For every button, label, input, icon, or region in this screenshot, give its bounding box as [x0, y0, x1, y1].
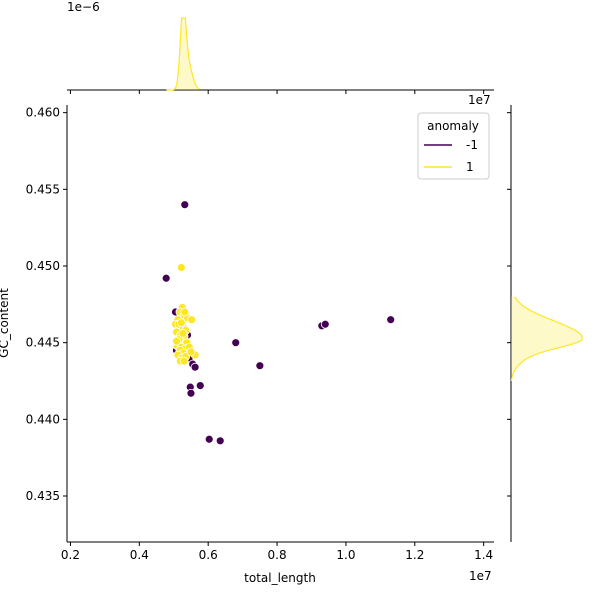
scatter-point-normal	[176, 263, 186, 272]
main-plot: 0.2 0.4 0.6 0.8 1.0 1.2 1.4 0.4350.4400.4450.4…	[0, 105, 494, 585]
scatter-point-anomaly	[255, 361, 265, 371]
right-marginal-kde-fill	[511, 296, 582, 381]
y-tick-label: 0.445	[26, 336, 60, 350]
y-axis-ticks: 0.435 0.440 0.445 0.450 0.455 0.460	[26, 106, 67, 503]
x-tick-label: 1.0	[336, 548, 355, 562]
scatter-points	[161, 200, 396, 446]
y-tick-label: 0.435	[26, 489, 60, 503]
y-tick-label: 0.460	[26, 106, 60, 120]
scatter-point-normal	[172, 336, 181, 346]
right-marginal-kde-line	[510, 296, 583, 382]
right-marginal-plot: 1e7	[468, 93, 583, 542]
x-tick-label: 1.2	[405, 548, 424, 562]
y-axis-title: GC_content	[0, 288, 11, 358]
scatter-point-anomaly	[195, 381, 205, 391]
scatter-point-normal	[178, 329, 188, 338]
scatter-point-normal	[187, 315, 197, 325]
x-axis-ticks: 0.2 0.4 0.6 0.8 1.0 1.2 1.4	[61, 542, 493, 562]
x-axis-title: total_length	[244, 571, 316, 585]
top-marginal-kde-line	[166, 17, 200, 91]
top-marginal-offset-text: 1e−6	[67, 0, 100, 14]
legend-label: 1	[466, 160, 474, 174]
x-tick-label: 0.8	[268, 548, 287, 562]
scatter-point-normal	[186, 347, 196, 357]
top-marginal-kde-fill	[166, 18, 200, 90]
x-tick-label: 0.4	[130, 548, 149, 562]
top-marginal-ticks	[69, 90, 485, 94]
y-tick-label: 0.440	[26, 412, 60, 426]
x-axis-offset-text: 1e7	[469, 569, 492, 583]
right-marginal-offset-text: 1e7	[468, 93, 491, 107]
right-marginal-ticks	[507, 112, 511, 497]
scatter-point-anomaly	[180, 200, 190, 210]
scatter-point-normal	[180, 307, 190, 317]
legend-frame	[417, 112, 490, 180]
scatter-point-anomaly	[161, 273, 171, 283]
legend-title: anomaly	[427, 119, 479, 133]
top-marginal-plot: 1e−6	[67, 0, 494, 94]
y-tick-label: 0.450	[26, 259, 60, 273]
scatter-point-anomaly	[231, 338, 241, 348]
legend-entries: -1 1	[424, 138, 478, 174]
scatter-point-anomaly	[186, 388, 196, 398]
scatter-point-anomaly	[190, 362, 200, 372]
scatter-point-anomaly	[386, 315, 396, 325]
scatter-point-anomaly	[320, 319, 330, 329]
y-tick-label: 0.455	[26, 182, 60, 196]
x-tick-label: 0.2	[61, 548, 80, 562]
x-tick-label: 1.4	[474, 548, 493, 562]
x-tick-label: 0.6	[199, 548, 218, 562]
scatter-point-anomaly	[204, 434, 214, 444]
scatter-point-anomaly	[215, 436, 225, 446]
scatter-point-normal	[176, 318, 186, 328]
scatter-point-normal	[179, 356, 189, 366]
legend-label: -1	[466, 138, 478, 152]
legend: anomaly -1 1	[417, 112, 490, 180]
